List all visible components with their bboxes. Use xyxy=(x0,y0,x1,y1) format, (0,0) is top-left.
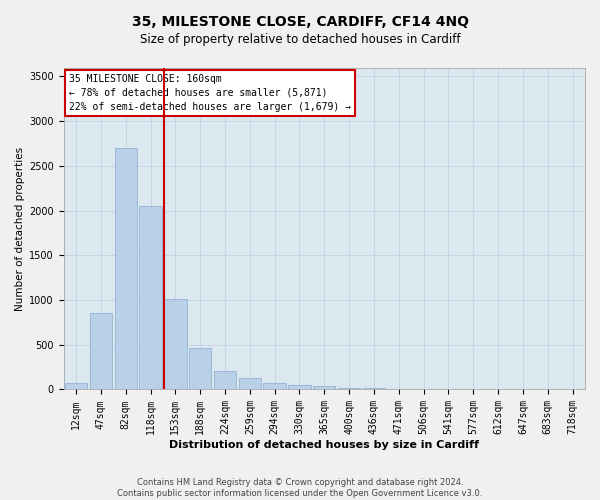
Bar xyxy=(214,370,236,390)
Y-axis label: Number of detached properties: Number of detached properties xyxy=(15,146,25,310)
Bar xyxy=(289,384,311,390)
Bar xyxy=(363,388,385,390)
Text: 35, MILESTONE CLOSE, CARDIFF, CF14 4NQ: 35, MILESTONE CLOSE, CARDIFF, CF14 4NQ xyxy=(131,15,469,29)
Bar xyxy=(115,148,137,390)
Bar xyxy=(90,312,112,390)
Text: Size of property relative to detached houses in Cardiff: Size of property relative to detached ho… xyxy=(140,32,460,46)
Bar xyxy=(189,348,211,390)
Text: Contains HM Land Registry data © Crown copyright and database right 2024.
Contai: Contains HM Land Registry data © Crown c… xyxy=(118,478,482,498)
Bar xyxy=(239,378,261,390)
Bar xyxy=(338,388,361,390)
Bar xyxy=(313,386,335,390)
Bar xyxy=(164,299,187,390)
Bar xyxy=(388,388,410,390)
Bar xyxy=(65,383,87,390)
X-axis label: Distribution of detached houses by size in Cardiff: Distribution of detached houses by size … xyxy=(169,440,479,450)
Bar xyxy=(263,383,286,390)
Text: 35 MILESTONE CLOSE: 160sqm
← 78% of detached houses are smaller (5,871)
22% of s: 35 MILESTONE CLOSE: 160sqm ← 78% of deta… xyxy=(69,74,351,112)
Bar xyxy=(139,206,162,390)
